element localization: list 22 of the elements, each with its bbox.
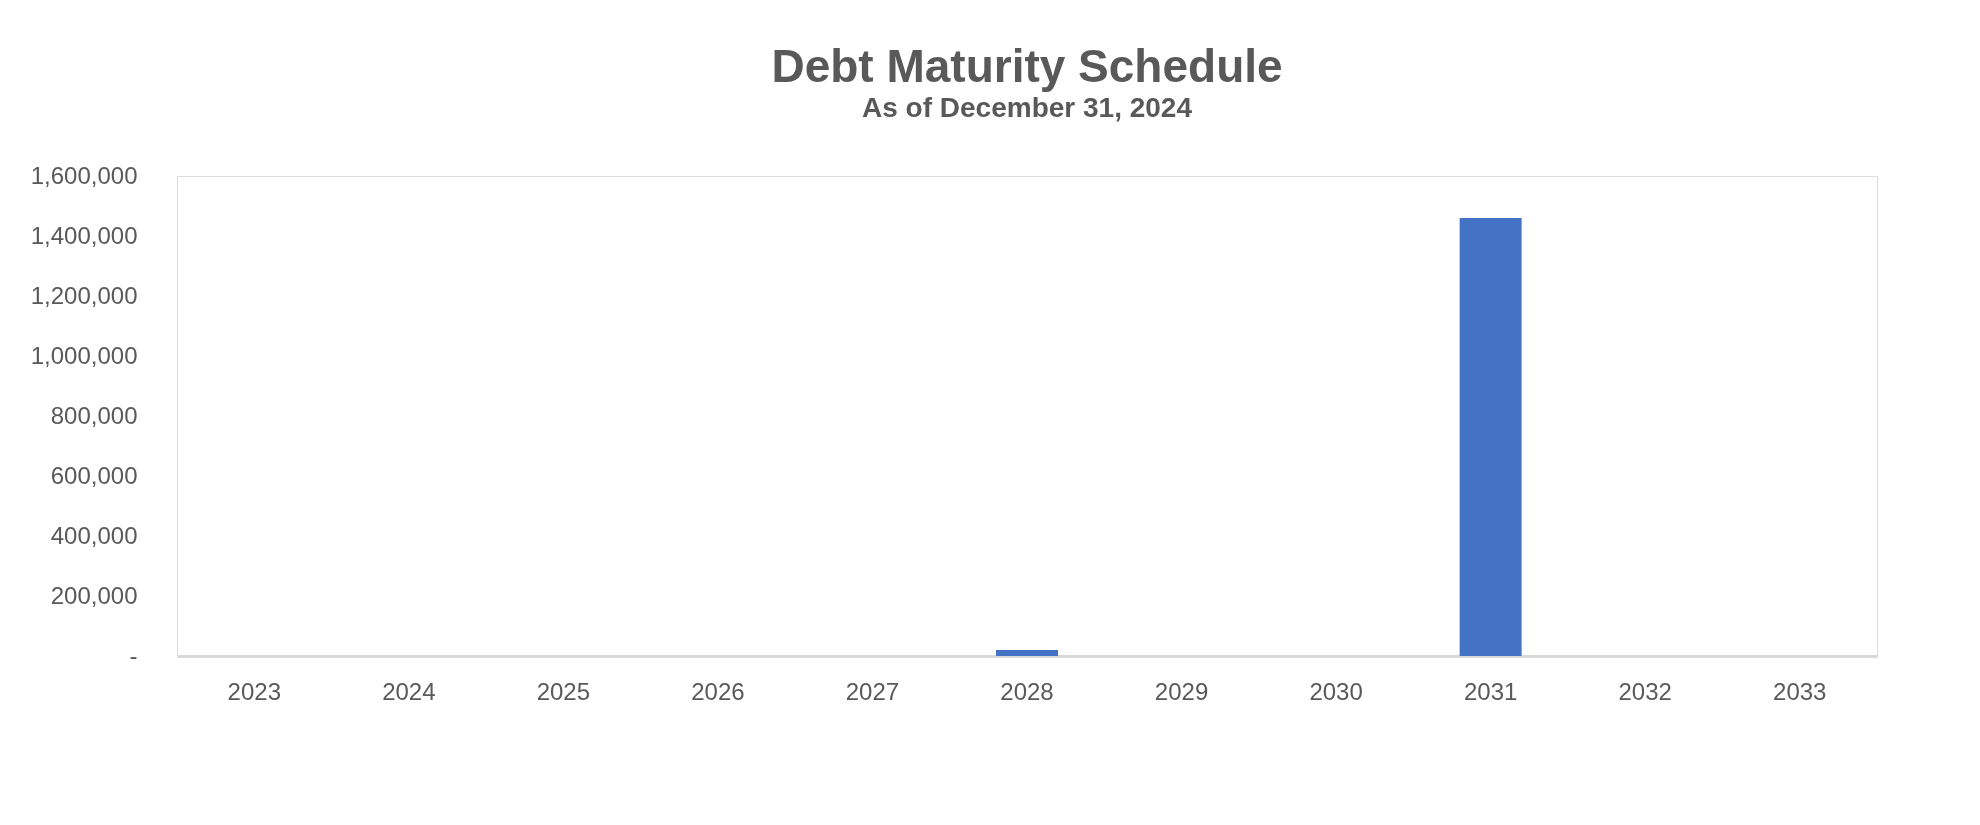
y-tick-label: 1,200,000	[30, 281, 138, 309]
chart-title: Debt Maturity Schedule	[771, 40, 1283, 92]
y-tick-label: 800,000	[50, 401, 138, 429]
x-tick-label: 2024	[382, 677, 436, 705]
x-tick-label: 2033	[1773, 677, 1827, 705]
x-tick-label: 2026	[691, 677, 745, 705]
x-tick-label: 2030	[1309, 677, 1363, 705]
y-tick-label: 1,400,000	[30, 221, 138, 249]
x-tick-label: 2029	[1154, 677, 1209, 705]
x-tick-label: 2032	[1618, 677, 1672, 705]
y-tick-label: 1,000,000	[30, 341, 138, 369]
y-tick-label: 1,600,000	[30, 161, 138, 189]
x-tick-label: 2025	[536, 677, 591, 705]
x-tick-label: 2028	[1000, 677, 1054, 705]
x-tick-label: 2027	[845, 677, 900, 705]
y-tick-label: 600,000	[50, 461, 138, 489]
chart-subtitle: As of December 31, 2024	[862, 92, 1193, 123]
x-tick-label: 2023	[227, 677, 281, 705]
x-tick-label: 2031	[1463, 677, 1518, 705]
y-tick-label: 400,000	[50, 521, 138, 549]
y-tick-label: 200,000	[50, 581, 138, 609]
y-tick-label: -	[129, 641, 138, 669]
